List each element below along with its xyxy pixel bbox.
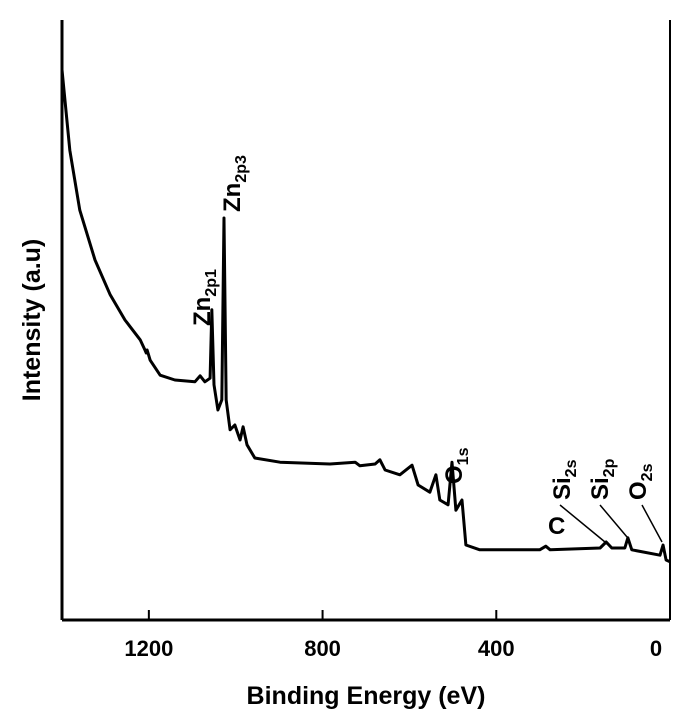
x-tick-label: 1200 — [124, 636, 173, 661]
y-axis-label: Intensity (a.u) — [18, 239, 46, 402]
peak-label-text: O — [441, 465, 468, 484]
peak-label-text: Zn — [189, 297, 216, 326]
peak-label-text: Zn — [219, 183, 246, 212]
peak-label-text: C — [548, 513, 565, 540]
peak-label-sub: 2s — [563, 459, 580, 477]
peak-label: O2s — [625, 463, 656, 500]
peak-label-text: O — [625, 481, 652, 500]
x-tick-label: 800 — [304, 636, 341, 661]
peak-label-text: Si — [587, 477, 614, 500]
x-tick-label: 400 — [478, 636, 515, 661]
peak-label-sub: 2p — [601, 458, 618, 477]
peak-label: O1s — [441, 447, 472, 484]
peak-label-sub: 1s — [455, 447, 472, 465]
leader-line — [641, 504, 663, 543]
spectrum-line — [60, 69, 671, 564]
peak-label: Si2s — [549, 459, 580, 500]
peak-label-sub: 2p1 — [203, 269, 220, 297]
peak-label-sub: 2s — [639, 463, 656, 481]
x-tick-label: 0 — [650, 636, 662, 661]
peak-label: Si2p — [587, 458, 618, 500]
peak-label-sub: 2p3 — [233, 155, 250, 183]
peak-label: Zn2p3 — [219, 155, 250, 212]
peak-label-text: Si — [549, 477, 576, 500]
leader-line — [559, 504, 606, 543]
leader-line — [599, 504, 628, 538]
peak-label: C — [548, 513, 565, 540]
peak-label: Zn2p1 — [189, 269, 220, 326]
x-axis-label: Binding Energy (eV) — [247, 682, 486, 710]
